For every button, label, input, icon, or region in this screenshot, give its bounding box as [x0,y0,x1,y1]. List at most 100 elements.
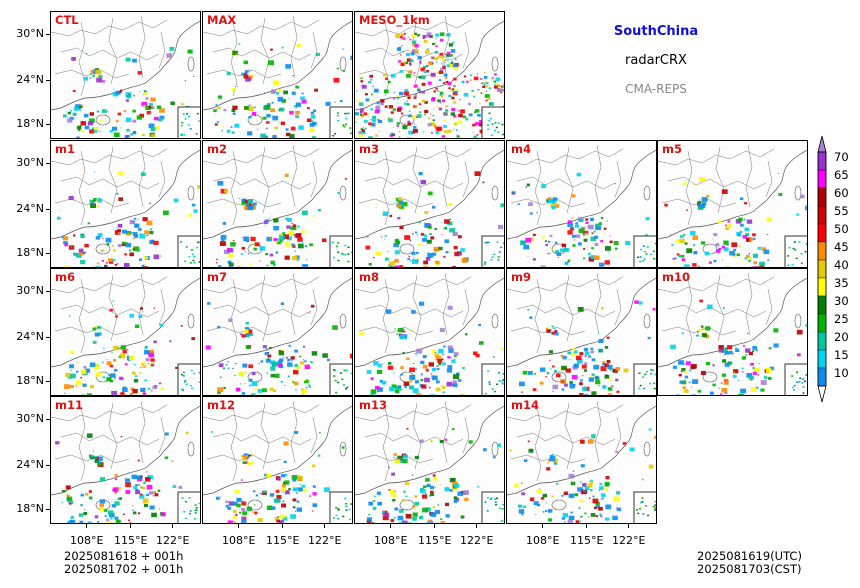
colorbar-segment [817,169,827,189]
colorbar-segment [817,205,827,225]
region-title: SouthChina [613,24,699,39]
panel-max: MAX [202,11,353,139]
lon-label: 122°E [156,534,190,547]
map-canvas [51,144,200,267]
lat-label: 18°N [16,374,44,387]
map-canvas [203,272,352,395]
lon-tick [130,524,131,528]
lon-label: 108°E [70,534,104,547]
panel-label: m14 [511,398,539,412]
lon-label: 108°E [374,534,408,547]
colorbar-label: 60 [834,186,849,200]
panel-label: MESO_1km [359,13,430,27]
lat-label: 18°N [16,117,44,130]
lon-label: 122°E [308,534,342,547]
lat-tick [46,337,50,338]
map-canvas [507,144,656,267]
lon-tick [542,524,543,528]
lat-tick [46,163,50,164]
colorbar-segment [817,367,827,387]
map-canvas [507,400,656,523]
lat-label: 18°N [16,246,44,259]
lat-tick [46,381,50,382]
colorbar-graphic [817,135,827,403]
panel-label: m6 [55,270,75,284]
panel-label: m1 [55,142,75,156]
init-time-utc: 2025081618 + 001h [64,549,184,563]
colorbar-segment [817,277,827,297]
variable-title: radarCRX [625,53,687,68]
lon-label: 115°E [570,534,604,547]
colorbar-label: 15 [834,348,849,362]
panel-m11: m11 [50,396,201,524]
colorbar-label: 20 [834,330,849,344]
map-canvas [355,272,504,395]
lat-tick [46,80,50,81]
panel-label: m4 [511,142,531,156]
colorbar-segment [817,151,827,171]
panel-label: m11 [55,398,83,412]
panel-label: MAX [207,13,237,27]
lon-tick [434,524,435,528]
lat-tick [46,509,50,510]
lat-label: 30°N [16,412,44,425]
colorbar-segment [817,241,827,261]
colorbar-label: 50 [834,222,849,236]
panel-m12: m12 [202,396,353,524]
lat-label: 24°N [16,202,44,215]
panel-m13: m13 [354,396,505,524]
lon-tick [324,524,325,528]
colorbar-segment [817,187,827,207]
map-canvas [203,144,352,267]
lon-tick [586,524,587,528]
map-canvas [203,400,352,523]
panel-m2: m2 [202,140,353,268]
colorbar-label: 55 [834,204,849,218]
map-canvas [51,400,200,523]
panel-m8: m8 [354,268,505,396]
panel-label: CTL [55,13,79,27]
lon-tick [282,524,283,528]
lon-label: 108°E [526,534,560,547]
colorbar-segment [817,313,827,333]
panel-ctl: CTL [50,11,201,139]
panel-label: m12 [207,398,235,412]
lon-label: 115°E [266,534,300,547]
panel-label: m7 [207,270,227,284]
lat-label: 30°N [16,156,44,169]
lat-tick [46,209,50,210]
lon-label: 108°E [222,534,256,547]
panel-m5: m5 [657,140,808,268]
colorbar-segment [817,259,827,279]
lon-tick [390,524,391,528]
system-title: CMA-REPS [625,82,687,96]
panel-m3: m3 [354,140,505,268]
panel-label: m5 [662,142,682,156]
lat-label: 30°N [16,284,44,297]
panel-m9: m9 [506,268,657,396]
lon-label: 122°E [460,534,494,547]
map-canvas [658,272,807,395]
panel-m14: m14 [506,396,657,524]
lon-label: 115°E [418,534,452,547]
lon-label: 115°E [114,534,148,547]
lat-label: 30°N [16,27,44,40]
lat-label: 18°N [16,502,44,515]
valid-time-cst: 2025081703(CST) [697,562,802,576]
lat-tick [46,291,50,292]
valid-time-utc: 2025081619(UTC) [697,549,802,563]
panel-label: m10 [662,270,690,284]
colorbar-segment [817,223,827,243]
lat-tick [46,253,50,254]
map-canvas [355,15,504,138]
lat-label: 24°N [16,73,44,86]
map-canvas [658,144,807,267]
lon-tick [476,524,477,528]
lat-label: 24°N [16,330,44,343]
panel-label: m2 [207,142,227,156]
colorbar-label: 45 [834,240,849,254]
panel-m6: m6 [50,268,201,396]
panel-m10: m10 [657,268,808,396]
map-canvas [355,144,504,267]
colorbar-label: 40 [834,258,849,272]
